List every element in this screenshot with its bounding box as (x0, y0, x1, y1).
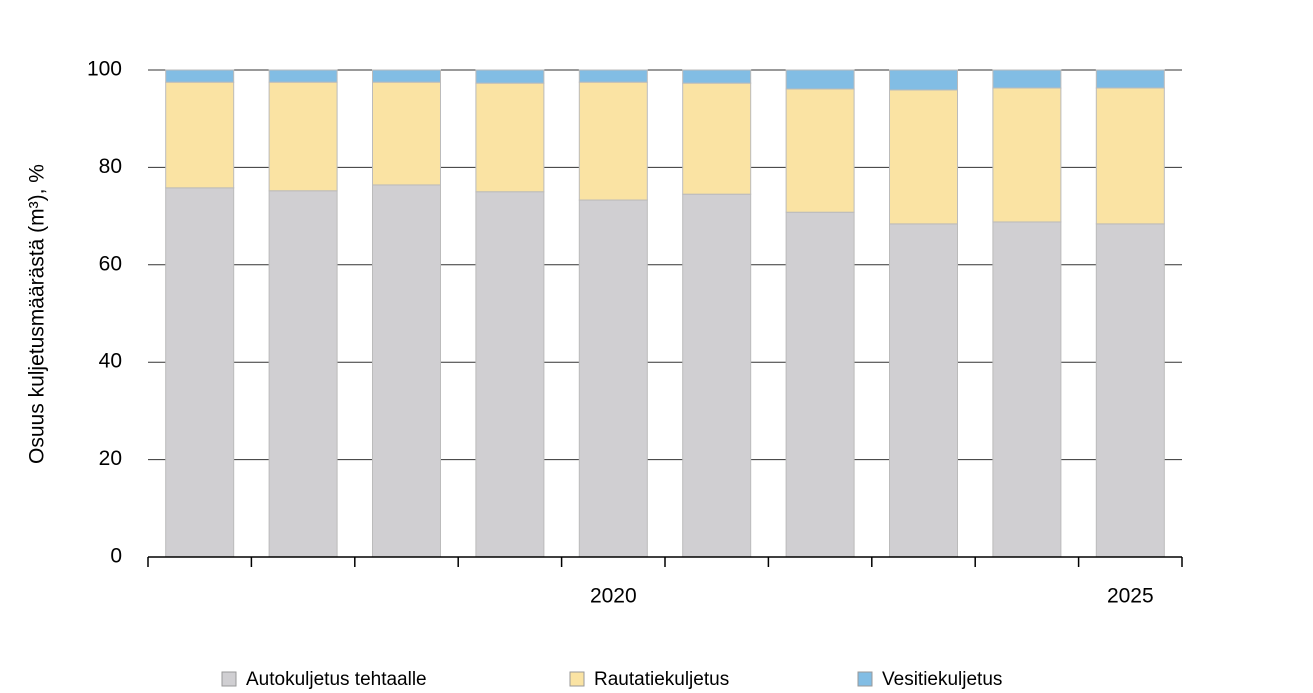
legend-label: Rautatiekuljetus (594, 669, 729, 690)
y-tick-label: 20 (99, 447, 122, 470)
y-tick-label: 100 (87, 58, 122, 81)
bar-segment (992, 221, 1062, 558)
bar-segment (165, 69, 235, 83)
bar-segment (889, 69, 958, 91)
bar-segment (475, 69, 545, 84)
bar-segment (268, 190, 338, 558)
bar-segment (165, 187, 235, 558)
bar-segment (785, 211, 855, 558)
legend-swatch (857, 671, 873, 687)
legend-swatch (221, 671, 237, 687)
bar-segment (578, 81, 648, 201)
bar-segment (992, 69, 1062, 89)
bar-segment (682, 193, 752, 558)
y-axis-title: Osuus kuljetusmäärästä (m³), % (26, 164, 49, 464)
bar-segment (682, 82, 752, 195)
bar-segment (785, 88, 855, 213)
bar-segment (682, 69, 752, 84)
y-tick-label: 60 (99, 252, 122, 275)
legend-label: Autokuljetus tehtaalle (246, 669, 427, 690)
y-tick-label: 0 (110, 545, 122, 568)
x-tick-label: 2020 (590, 585, 637, 608)
bar-segment (372, 184, 441, 558)
bar-segment (889, 89, 958, 225)
bar-segment (268, 81, 338, 192)
bar-segment (1095, 69, 1165, 89)
bar-segment (578, 69, 648, 83)
y-tick-label: 80 (99, 155, 122, 178)
legend-swatch (569, 671, 585, 687)
x-tick-label: 2025 (1107, 585, 1154, 608)
bar-segment (992, 87, 1062, 223)
bar-segment (268, 69, 338, 83)
bar-segment (578, 199, 648, 558)
bar-segment (1095, 223, 1165, 558)
bar-segment (1095, 87, 1165, 225)
bar-segment (475, 82, 545, 193)
legend-label: Vesitiekuljetus (882, 669, 1002, 690)
bar-segment (165, 81, 235, 189)
bar-segment (889, 223, 958, 558)
bar-segment (475, 191, 545, 558)
bar-segment (372, 69, 441, 83)
bar-segment (785, 69, 855, 90)
y-tick-label: 40 (99, 350, 122, 373)
bar-segment (372, 81, 441, 186)
